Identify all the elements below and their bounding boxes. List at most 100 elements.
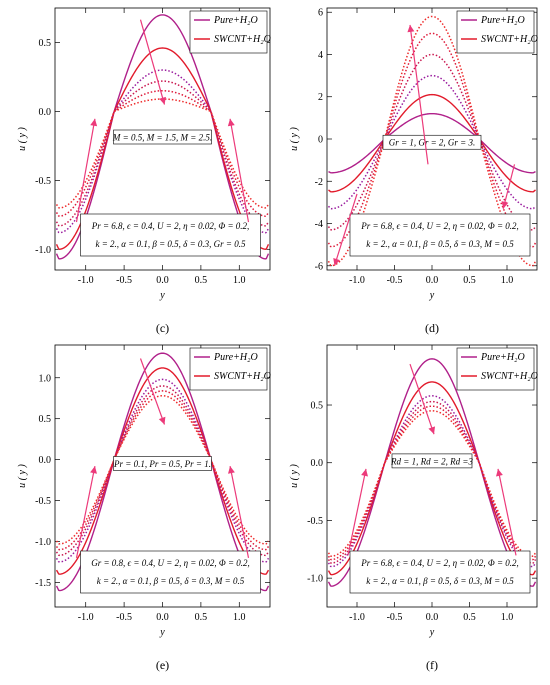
legend-entry: Pure+H₂O bbox=[480, 352, 525, 363]
series-line-3 bbox=[55, 69, 270, 234]
trend-arrow-left-head bbox=[90, 466, 97, 474]
x-tick-label: -0.5 bbox=[387, 275, 403, 286]
series-line-2 bbox=[328, 93, 536, 193]
trend-arrow-left-shaft bbox=[75, 466, 96, 558]
trend-arrow-center-shaft bbox=[139, 358, 166, 425]
annotation-box bbox=[113, 129, 212, 145]
trend-arrow-center-shaft bbox=[409, 363, 435, 435]
parameter-line: k = 2., α = 0.1, β = 0.5, δ = 0.3, M = 0… bbox=[366, 576, 514, 586]
y-tick-label: -0.5 bbox=[35, 496, 51, 507]
legend-box bbox=[456, 10, 535, 54]
x-axis-label: y bbox=[429, 627, 435, 638]
x-tick-label: 0.5 bbox=[463, 275, 476, 286]
trend-arrow-right-shaft bbox=[229, 118, 250, 223]
x-tick-label: -1.0 bbox=[78, 275, 94, 286]
y-tick-label: -4 bbox=[315, 219, 323, 230]
x-axis-label: y bbox=[159, 627, 165, 638]
x-axis-label: y bbox=[429, 290, 435, 301]
series-line-1 bbox=[328, 112, 536, 174]
y-tick-label: 0.0 bbox=[311, 458, 324, 469]
series-line-6 bbox=[55, 395, 270, 545]
series-line-2 bbox=[55, 47, 270, 250]
x-tick-label: -0.5 bbox=[116, 612, 132, 623]
x-tick-label: 0.0 bbox=[156, 275, 169, 286]
x-tick-label: 0.0 bbox=[156, 612, 169, 623]
parameter-line: k = 2., α = 0.1, β = 0.5, δ = 0.3, Gr = … bbox=[95, 239, 246, 249]
trend-arrow-center-head bbox=[158, 416, 166, 425]
trend-arrow-right-head bbox=[227, 118, 235, 127]
x-tick-label: 0.0 bbox=[426, 612, 439, 623]
trend-arrow-right-shaft bbox=[502, 164, 516, 209]
x-tick-label: 0.0 bbox=[426, 275, 439, 286]
parameter-line: k = 2., α = 0.1, β = 0.5, δ = 0.3, M = 0… bbox=[366, 239, 514, 249]
legend-entry: SWCNT+H₂O bbox=[481, 371, 538, 382]
x-tick-label: 1.0 bbox=[233, 275, 246, 286]
y-tick-label: -1.5 bbox=[35, 578, 51, 589]
x-tick-label: 0.5 bbox=[195, 275, 208, 286]
y-axis-label: u ( y ) bbox=[17, 464, 28, 488]
trend-arrow-right-head bbox=[496, 468, 503, 477]
legend-entry: Pure+H₂O bbox=[480, 15, 525, 26]
x-tick-label: 0.5 bbox=[195, 612, 208, 623]
annotation-text: Pr = 0.1, Pr = 0.5, Pr = 1. bbox=[113, 459, 211, 469]
legend-box bbox=[456, 347, 535, 391]
annotation-text: Rd = 1, Rd = 2, Rd =3 bbox=[390, 456, 473, 466]
y-axis-label: u ( y ) bbox=[17, 127, 28, 151]
x-tick-label: -1.0 bbox=[78, 612, 94, 623]
y-tick-label: -6 bbox=[315, 261, 323, 272]
parameter-box bbox=[349, 550, 531, 594]
series-line-4 bbox=[55, 385, 270, 557]
series-line-1 bbox=[55, 352, 270, 592]
annotation-box bbox=[382, 134, 482, 150]
x-tick-label: 1.0 bbox=[501, 612, 514, 623]
series-line-1 bbox=[55, 14, 270, 260]
annotation-box bbox=[391, 453, 473, 469]
trend-arrow-left-head bbox=[333, 258, 340, 266]
y-tick-label: -1.0 bbox=[35, 245, 51, 256]
legend-entry: Pure+H₂O bbox=[213, 352, 258, 363]
y-tick-label: 0.0 bbox=[39, 107, 52, 118]
trend-arrow-left-shaft bbox=[333, 193, 358, 266]
parameter-line: Gr = 0.8, ϵ = 0.4, U = 2, η = 0.02, Φ = … bbox=[91, 558, 250, 568]
parameter-line: Pr = 6.8, ϵ = 0.4, U = 2, η = 0.02, Φ = … bbox=[360, 558, 519, 568]
trend-arrow-center-head bbox=[428, 426, 436, 435]
trend-arrow-left-shaft bbox=[75, 118, 96, 223]
y-tick-label: -1.0 bbox=[35, 537, 51, 548]
y-tick-label: 0.5 bbox=[39, 414, 52, 425]
trend-arrow-center-head bbox=[407, 24, 415, 33]
legend-entry: SWCNT+H₂O bbox=[214, 371, 271, 382]
panel-label: (e) bbox=[156, 658, 169, 672]
legend-entry: SWCNT+H₂O bbox=[481, 34, 538, 45]
series-line-2 bbox=[55, 367, 270, 575]
series-line-2 bbox=[327, 381, 537, 576]
chart-panel-d: -1.0 -0.5 0.0 0.5 1.0 -6 -4 -2 0 2 4 6 y u ( y ) Pure+… bbox=[289, 7, 538, 335]
trend-arrow-left-shaft bbox=[347, 468, 367, 556]
y-tick-label: 6 bbox=[318, 8, 323, 19]
legend-entry: Pure+H₂O bbox=[213, 15, 258, 26]
legend-entry: SWCNT+H₂O bbox=[214, 34, 271, 45]
legend-box bbox=[189, 347, 268, 391]
legend-box bbox=[189, 10, 268, 54]
y-axis-label: u ( y ) bbox=[289, 464, 300, 488]
series-line-3 bbox=[55, 378, 270, 563]
annotation-box bbox=[113, 456, 212, 471]
trend-arrow-center-shaft bbox=[409, 24, 429, 165]
trend-arrow-right-head bbox=[228, 466, 235, 474]
trend-arrow-right-head bbox=[501, 201, 509, 209]
parameter-box bbox=[349, 213, 531, 257]
x-tick-label: 0.5 bbox=[463, 612, 476, 623]
series-line-4 bbox=[55, 80, 270, 227]
series-line-6 bbox=[327, 410, 537, 557]
series-line-3 bbox=[327, 395, 537, 568]
y-axis-label: u ( y ) bbox=[289, 127, 300, 151]
panel-label: (f) bbox=[426, 658, 438, 672]
parameter-line: k = 2., α = 0.1, β = 0.5, δ = 0.3, M = 0… bbox=[97, 576, 245, 586]
series-line-3 bbox=[327, 74, 537, 210]
series-line-5 bbox=[55, 390, 270, 551]
parameter-line: Pr = 6.8, ϵ = 0.4, U = 2, η = 0.02, Φ = … bbox=[91, 221, 250, 231]
y-tick-label: -0.5 bbox=[35, 176, 51, 187]
trend-arrow-right-shaft bbox=[497, 468, 517, 556]
x-tick-label: 1.0 bbox=[501, 275, 514, 286]
annotation-text: Gr = 1, Gr = 2, Gr = 3. bbox=[389, 138, 475, 148]
